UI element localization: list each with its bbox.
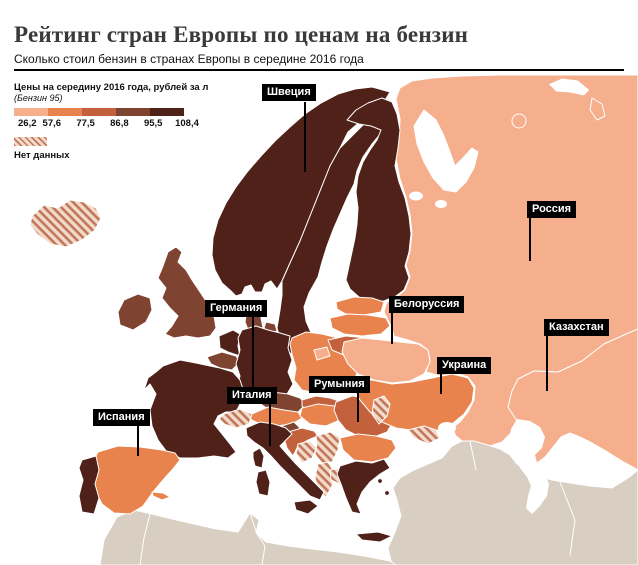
leader-belarus bbox=[391, 311, 393, 344]
island-aegean bbox=[377, 478, 383, 484]
island-sicily bbox=[293, 499, 319, 515]
country-netherlands bbox=[218, 329, 241, 357]
leader-russia bbox=[529, 216, 531, 261]
country-finland bbox=[345, 97, 412, 303]
europe-map bbox=[0, 75, 638, 565]
legend-title: Цены на середину 2016 года, рублей за л bbox=[14, 82, 209, 93]
lake-onega bbox=[435, 200, 447, 208]
map-label-belarus: Белоруссия bbox=[389, 296, 465, 314]
leader-germany bbox=[252, 315, 254, 391]
page-subtitle: Сколько стоил бензин в странах Европы в … bbox=[14, 52, 364, 66]
border-central-asia bbox=[559, 481, 576, 556]
region-crimea bbox=[407, 425, 441, 445]
island-novaya-zemlya bbox=[547, 77, 591, 97]
border-morocco-algeria bbox=[139, 513, 151, 565]
country-france bbox=[143, 359, 245, 459]
country-moldova bbox=[371, 395, 391, 425]
island-crete bbox=[355, 531, 393, 543]
legend: Цены на середину 2016 года, рублей за л … bbox=[14, 82, 224, 161]
map-label-spain: Испания bbox=[93, 409, 150, 427]
region-kaliningrad bbox=[313, 346, 331, 361]
leader-spain bbox=[137, 425, 139, 456]
lake-ladoga bbox=[409, 191, 423, 201]
map-label-romania: Румыния bbox=[309, 376, 370, 394]
map-label-italy: Италия bbox=[227, 387, 277, 405]
sea-of-azov bbox=[438, 422, 456, 434]
island-sardinia bbox=[255, 469, 271, 497]
country-ireland bbox=[117, 293, 153, 331]
leader-italy bbox=[269, 402, 271, 446]
country-greece bbox=[336, 458, 391, 515]
legend-no-data-label: Нет данных bbox=[14, 150, 70, 162]
white-sea bbox=[413, 109, 479, 193]
island-kolguyev bbox=[511, 113, 527, 129]
legend-no-data-swatch bbox=[14, 137, 47, 147]
region-turkey-caucasus-central-asia bbox=[387, 440, 638, 565]
country-portugal bbox=[78, 455, 100, 515]
country-bulgaria bbox=[339, 433, 397, 463]
page-title: Рейтинг стран Европы по ценам на бензин bbox=[14, 22, 469, 47]
caspian-sea bbox=[510, 419, 549, 514]
map-label-kazakhstan: Казахстан bbox=[544, 319, 609, 337]
border-algeria-tunisia bbox=[249, 512, 266, 565]
leader-kazakhstan bbox=[546, 334, 548, 391]
island-corsica bbox=[252, 447, 265, 469]
country-united-kingdom bbox=[157, 246, 217, 339]
country-estonia bbox=[335, 296, 385, 316]
map-label-germany: Германия bbox=[205, 300, 268, 318]
map-label-ukraine: Украина bbox=[437, 357, 492, 375]
island-aegean bbox=[384, 490, 390, 496]
islands-balearics bbox=[151, 491, 171, 501]
leader-sweden bbox=[304, 102, 306, 172]
island-novaya-zemlya bbox=[589, 97, 606, 121]
country-austria bbox=[249, 406, 303, 427]
leader-ukraine bbox=[440, 372, 442, 394]
country-belarus bbox=[341, 337, 431, 384]
region-north-africa bbox=[99, 509, 397, 565]
country-bosnia bbox=[295, 440, 318, 464]
country-italy bbox=[245, 421, 325, 501]
country-switzerland bbox=[218, 408, 253, 429]
map-label-sweden: Швеция bbox=[262, 84, 316, 102]
country-latvia bbox=[329, 313, 391, 337]
country-belgium bbox=[206, 351, 241, 371]
country-serbia bbox=[314, 431, 341, 465]
header-divider bbox=[14, 69, 624, 71]
legend-ticks: 26,2 57,6 77,5 86,8 95,5 108,4 bbox=[18, 118, 199, 130]
leader-romania bbox=[357, 391, 359, 422]
map-label-russia: Россия bbox=[527, 201, 577, 219]
border-caucasus bbox=[469, 440, 477, 471]
legend-color-scale bbox=[14, 108, 184, 117]
legend-subtitle: (Бензин 95) bbox=[14, 93, 63, 104]
country-iceland bbox=[29, 199, 102, 248]
